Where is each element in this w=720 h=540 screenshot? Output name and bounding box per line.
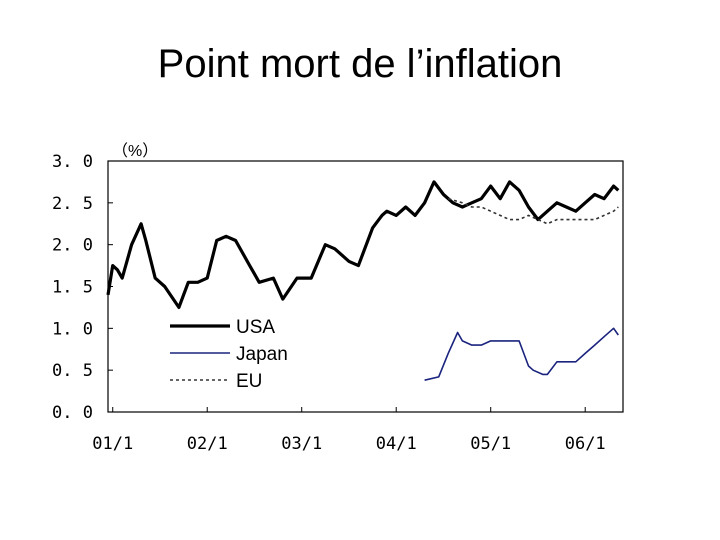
- legend-label-eu: EU: [236, 371, 262, 392]
- x-tick-label: 04/1: [376, 434, 417, 454]
- y-tick-label: 0. 5: [52, 361, 93, 381]
- y-tick-label: 2. 5: [52, 194, 93, 214]
- x-tick-label: 05/1: [470, 434, 511, 454]
- x-tick-label: 01/1: [92, 434, 133, 454]
- y-tick-label: 3. 0: [52, 152, 93, 172]
- y-tick-label: 1. 0: [52, 319, 93, 339]
- y-tick-label: 2. 0: [52, 236, 93, 256]
- series-line-usa: [106, 180, 620, 309]
- legend-label-usa: USA: [236, 317, 275, 338]
- y-tick-label: 0. 0: [52, 403, 93, 423]
- unit-label: （%）: [112, 142, 158, 160]
- x-tick-label: 06/1: [565, 434, 606, 454]
- y-tick-label: 1. 5: [52, 278, 93, 298]
- series-layer: [106, 180, 620, 381]
- x-axis: 01/1 02/1 03/1 04/1 05/1 06/1: [92, 407, 606, 454]
- slide-title: Point mort de l’inflation: [157, 42, 563, 86]
- x-tick-label: 02/1: [187, 434, 228, 454]
- legend: USA Japan EU: [170, 317, 288, 392]
- legend-label-japan: Japan: [236, 344, 288, 365]
- y-axis: 3. 0 2. 5 2. 0 1. 5 1. 0 0. 5 0. 0: [52, 152, 113, 423]
- series-line-japan: [424, 327, 619, 381]
- x-tick-label: 03/1: [281, 434, 322, 454]
